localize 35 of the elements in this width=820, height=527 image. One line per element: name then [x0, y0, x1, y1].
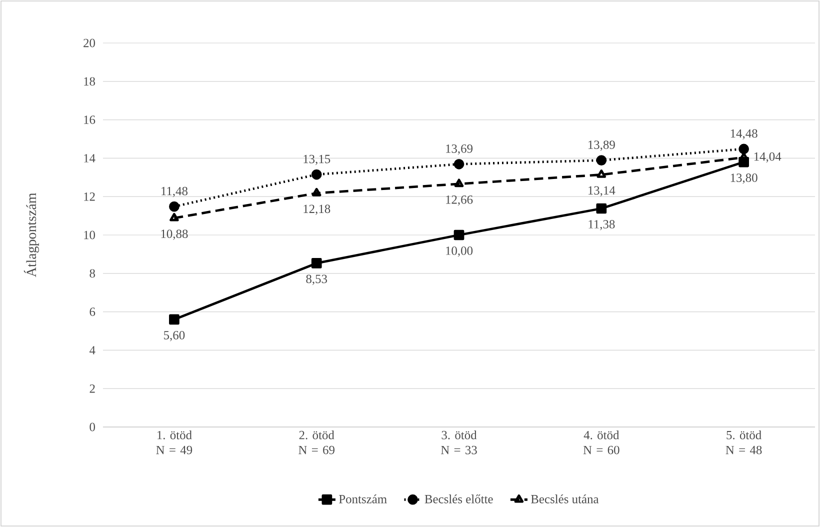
y-tick-label: 12 — [84, 192, 95, 201]
y-tick-label: 18 — [84, 77, 96, 86]
x-tick-label: 5. ötöd N = 48 — [726, 430, 762, 454]
y-tick-label: 16 — [84, 116, 96, 124]
y-tick-label: 14 — [84, 154, 96, 162]
data-label: 13,15 — [304, 154, 330, 166]
data-label: 5,60 — [164, 331, 185, 342]
y-tick-label: 6 — [90, 308, 96, 316]
legend-label: Becslés utána — [531, 494, 599, 504]
data-label: 12,66 — [446, 195, 473, 206]
data-label: 10,00 — [446, 246, 473, 257]
y-tick-label: 10 — [84, 230, 96, 240]
y-tick-label: 20 — [84, 38, 96, 48]
x-tick-label: 1. ötöd N = 49 — [156, 430, 192, 454]
y-axis-title: Átlagpontszám — [24, 192, 39, 278]
data-label: 12,18 — [304, 204, 330, 215]
data-label: 11,38 — [588, 220, 615, 230]
legend-label: Pontszám — [338, 494, 387, 504]
data-label: 14,04 — [754, 152, 782, 163]
y-tick-label: 2 — [90, 384, 95, 393]
x-tick-label: 2. ötöd N = 69 — [298, 430, 334, 454]
data-label: 13,14 — [588, 186, 616, 196]
legend-label: Becslés előtte — [424, 494, 493, 504]
data-label: 13,69 — [446, 144, 473, 155]
y-tick-label: 0 — [90, 422, 96, 432]
y-tick-label: 8 — [90, 269, 96, 278]
x-tick-label: 4. ötöd N = 60 — [583, 430, 620, 454]
data-label: 13,89 — [588, 140, 615, 151]
data-label: 8,53 — [306, 274, 328, 285]
data-label: 13,80 — [730, 174, 758, 184]
data-label: 10,88 — [161, 230, 188, 240]
data-label: 14,48 — [730, 129, 758, 140]
x-tick-label: 3. ötöd N = 33 — [440, 430, 477, 454]
data-label: 11,48 — [162, 186, 188, 198]
y-tick-label: 4 — [90, 346, 96, 354]
